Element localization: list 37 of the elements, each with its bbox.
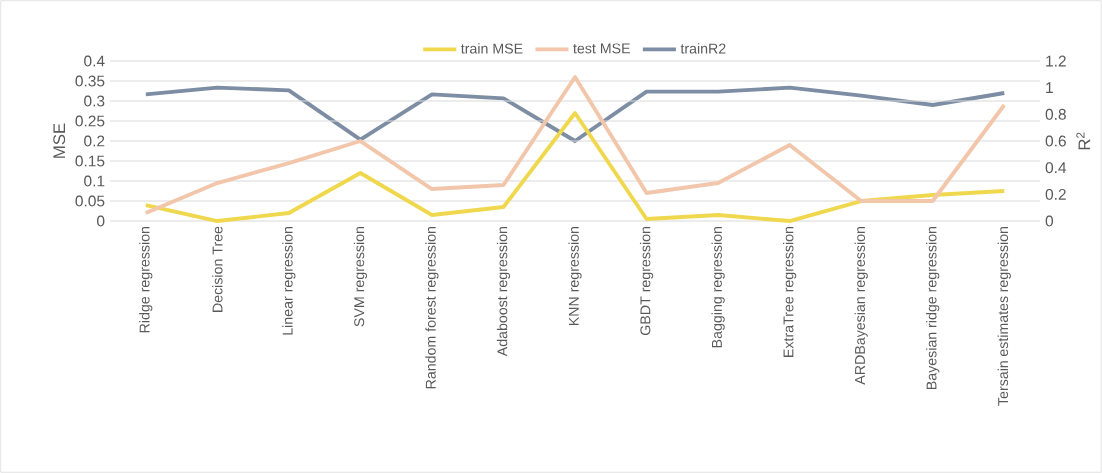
y-tick-label: 0.35	[75, 75, 105, 87]
x-tick-label: GBDT regression	[639, 226, 654, 336]
line-series	[143, 85, 1007, 143]
x-tick-label: Tersain estimates regression	[997, 226, 1011, 406]
legend-label: train MSE	[461, 43, 523, 54]
line-series	[143, 75, 1007, 215]
line-series	[143, 111, 1007, 223]
y2-axis-title: R$^{2}$	[1076, 132, 1091, 150]
x-tick-label: Decision Tree	[212, 226, 223, 312]
y-axis-title: MSE	[53, 123, 66, 158]
legend-label: trainR2	[680, 43, 726, 54]
y-tick-label: 0.4	[84, 55, 105, 67]
y-tick-label: 0.2	[84, 135, 105, 147]
y-tick-label: 0.3	[84, 95, 105, 107]
y-tick-label: 0.1	[84, 175, 105, 187]
y2-tick-label: 1.2	[1046, 55, 1066, 67]
x-tick-label: Bagging regression	[711, 226, 725, 348]
x-tick-label: Adaboost regression	[496, 226, 511, 357]
x-tick-label: Linear regression	[282, 226, 296, 335]
x-tick-label: Random forest regression	[425, 226, 439, 389]
x-tick-label: Ridge regression	[139, 226, 153, 333]
y2-tick-label: 0.8	[1045, 108, 1066, 120]
y2-tick-label: 1	[1046, 82, 1053, 94]
y-tick-label: 0.15	[75, 155, 105, 167]
legend-label: test MSE	[573, 43, 630, 54]
y2-tick-label: 0.4	[1045, 162, 1067, 174]
y-tick-label: 0.05	[75, 195, 105, 207]
x-tick-label: ExtraTree regression	[783, 226, 797, 357]
x-tick-label: Bayesian ridge regression	[926, 226, 940, 390]
y2-tick-label: 0.2	[1045, 188, 1066, 200]
y-tick-label: 0.25	[75, 115, 105, 127]
y2-tick-label: 0.6	[1045, 135, 1066, 147]
x-tick-label: ARDBayesian regression	[854, 226, 868, 385]
x-tick-label: KNN regression	[568, 226, 582, 326]
y-tick-label: 0	[97, 215, 105, 227]
y2-tick-label: 0	[1045, 215, 1054, 227]
x-tick-label: SVM regression	[353, 226, 368, 327]
